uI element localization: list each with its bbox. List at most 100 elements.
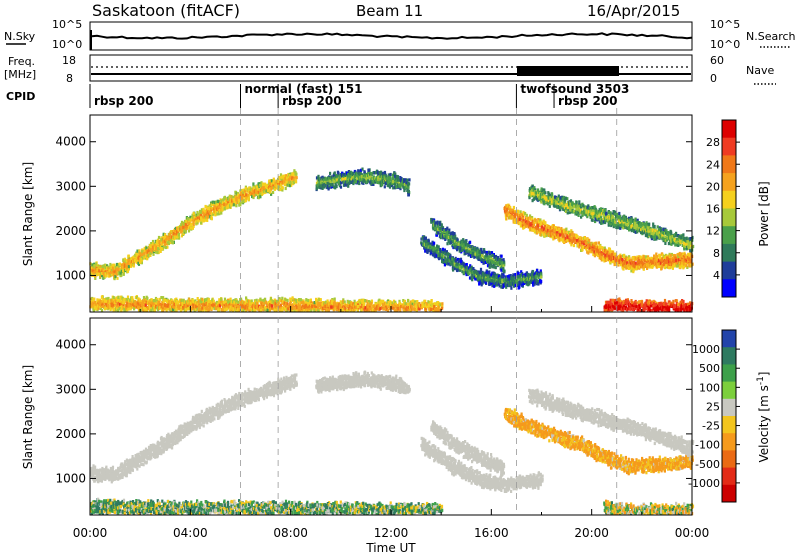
range-cell (333, 171, 336, 175)
range-cell (397, 307, 400, 311)
range-cell (244, 198, 247, 202)
range-cell (232, 299, 235, 304)
range-cell (217, 200, 220, 204)
range-cell (251, 302, 254, 306)
range-cell (479, 267, 483, 271)
range-cell (446, 235, 449, 240)
range-cell (439, 223, 442, 227)
range-cell (486, 273, 489, 277)
range-cell (387, 184, 390, 188)
range-cell (257, 190, 260, 194)
range-cell (132, 264, 135, 268)
range-cell (196, 216, 199, 220)
range-cell (314, 304, 317, 308)
range-cell (297, 299, 300, 303)
range-cell (443, 234, 446, 238)
range-cell (450, 238, 453, 242)
range-cell (469, 268, 472, 272)
range-cell (235, 302, 238, 306)
range-cell (406, 308, 409, 312)
range-cell (414, 300, 417, 304)
range-cell (386, 308, 390, 313)
range-cell (446, 258, 449, 262)
range-cell (441, 302, 444, 306)
range-cell (179, 304, 183, 308)
range-cell (299, 308, 302, 312)
range-cell (153, 308, 156, 312)
range-cell (381, 179, 384, 183)
range-cell (264, 184, 268, 189)
range-cell (431, 242, 434, 246)
range-cell (183, 308, 186, 312)
range-cell (385, 302, 388, 306)
range-cell (184, 223, 187, 227)
range-cell (188, 306, 191, 311)
noise-left-tick-top: 10^5 (52, 18, 82, 31)
range-cell (196, 210, 199, 215)
noise-panel: N.Sky 10^5 10^0 10^5 10^0 N.Search (4, 18, 796, 51)
range-cell (117, 295, 120, 299)
range-cell (245, 193, 248, 197)
range-cell (441, 253, 444, 257)
range-cell (453, 243, 456, 247)
range-cell (149, 306, 152, 310)
range-cell (192, 211, 195, 215)
range-cell (235, 300, 238, 304)
range-cell (319, 177, 322, 181)
range-cell (372, 182, 375, 186)
range-cell (205, 299, 208, 303)
range-cell (354, 171, 357, 176)
range-cell (403, 179, 406, 184)
range-cell (497, 282, 501, 286)
range-cell (237, 305, 240, 309)
range-cell (289, 297, 292, 301)
range-cell (458, 259, 461, 263)
range-cell (158, 247, 161, 251)
range-cell (284, 177, 287, 181)
range-cell (194, 301, 198, 305)
range-cell (334, 184, 337, 188)
range-cell (399, 308, 402, 313)
range-cell (381, 303, 385, 307)
range-cell (465, 263, 468, 267)
range-cell (361, 167, 364, 171)
range-cell (162, 245, 165, 249)
range-cell (213, 200, 216, 204)
range-cell (291, 304, 294, 308)
range-cell (284, 297, 287, 302)
range-cell (110, 299, 113, 303)
range-cell (117, 302, 120, 306)
range-cell (380, 170, 383, 174)
range-cell (324, 308, 327, 312)
range-cell (452, 263, 455, 267)
range-cell (174, 235, 177, 239)
range-cell (429, 301, 432, 305)
range-cell (421, 302, 424, 306)
range-cell (388, 185, 392, 189)
range-cell (135, 256, 138, 260)
range-cell (179, 308, 183, 313)
range-cell (354, 180, 357, 184)
range-cell (333, 179, 336, 183)
range-cell (433, 246, 436, 250)
range-cell (188, 221, 191, 225)
range-cell (215, 200, 218, 204)
range-cell (158, 297, 161, 301)
range-cell (342, 183, 346, 187)
range-cell (462, 263, 465, 267)
range-cell (108, 299, 111, 303)
range-cell (451, 261, 454, 265)
range-cell (171, 241, 174, 245)
range-cell (536, 268, 539, 272)
range-cell (517, 271, 520, 276)
range-cell (315, 297, 318, 301)
range-cell (379, 174, 382, 178)
range-cell (454, 234, 457, 238)
range-cell (213, 209, 216, 213)
range-cell (424, 306, 427, 310)
range-cell (256, 305, 260, 309)
range-cell (364, 299, 367, 303)
range-cell (103, 299, 106, 304)
range-cell (496, 273, 499, 277)
range-cell (250, 306, 253, 310)
